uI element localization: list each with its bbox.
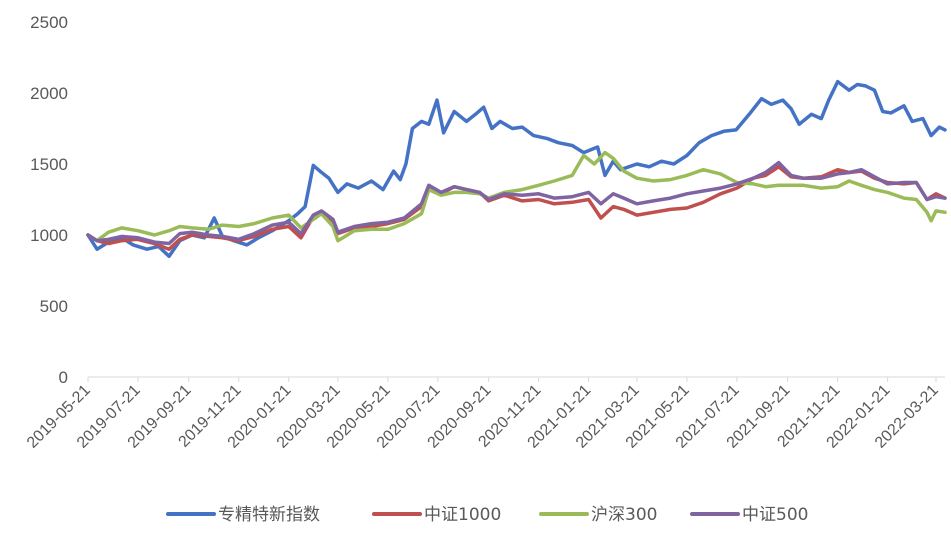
y-tick-label: 2500: [30, 13, 68, 32]
legend-label-0: 专精特新指数: [218, 505, 320, 525]
legend-label-2: 沪深300: [591, 505, 657, 525]
y-axis: 0 500 1000 1500 2000 2500: [30, 13, 68, 387]
legend-label-3: 中证500: [742, 505, 808, 525]
y-tick-label: 1500: [30, 155, 68, 174]
series-line-2: [86, 150, 947, 243]
x-axis: 2019-05-212019-07-212019-09-212019-11-21…: [24, 376, 945, 452]
legend: 专精特新指数 中证1000 沪深300 中证500: [166, 505, 808, 525]
series-line-3: [86, 160, 947, 246]
legend-label-1: 中证1000: [424, 505, 501, 525]
series-group: [86, 79, 947, 259]
y-tick-label: 0: [59, 368, 68, 387]
y-tick-label: 500: [40, 297, 68, 316]
y-tick-label: 1000: [30, 226, 68, 245]
y-tick-label: 2000: [30, 84, 68, 103]
series-line-0: [86, 79, 947, 259]
